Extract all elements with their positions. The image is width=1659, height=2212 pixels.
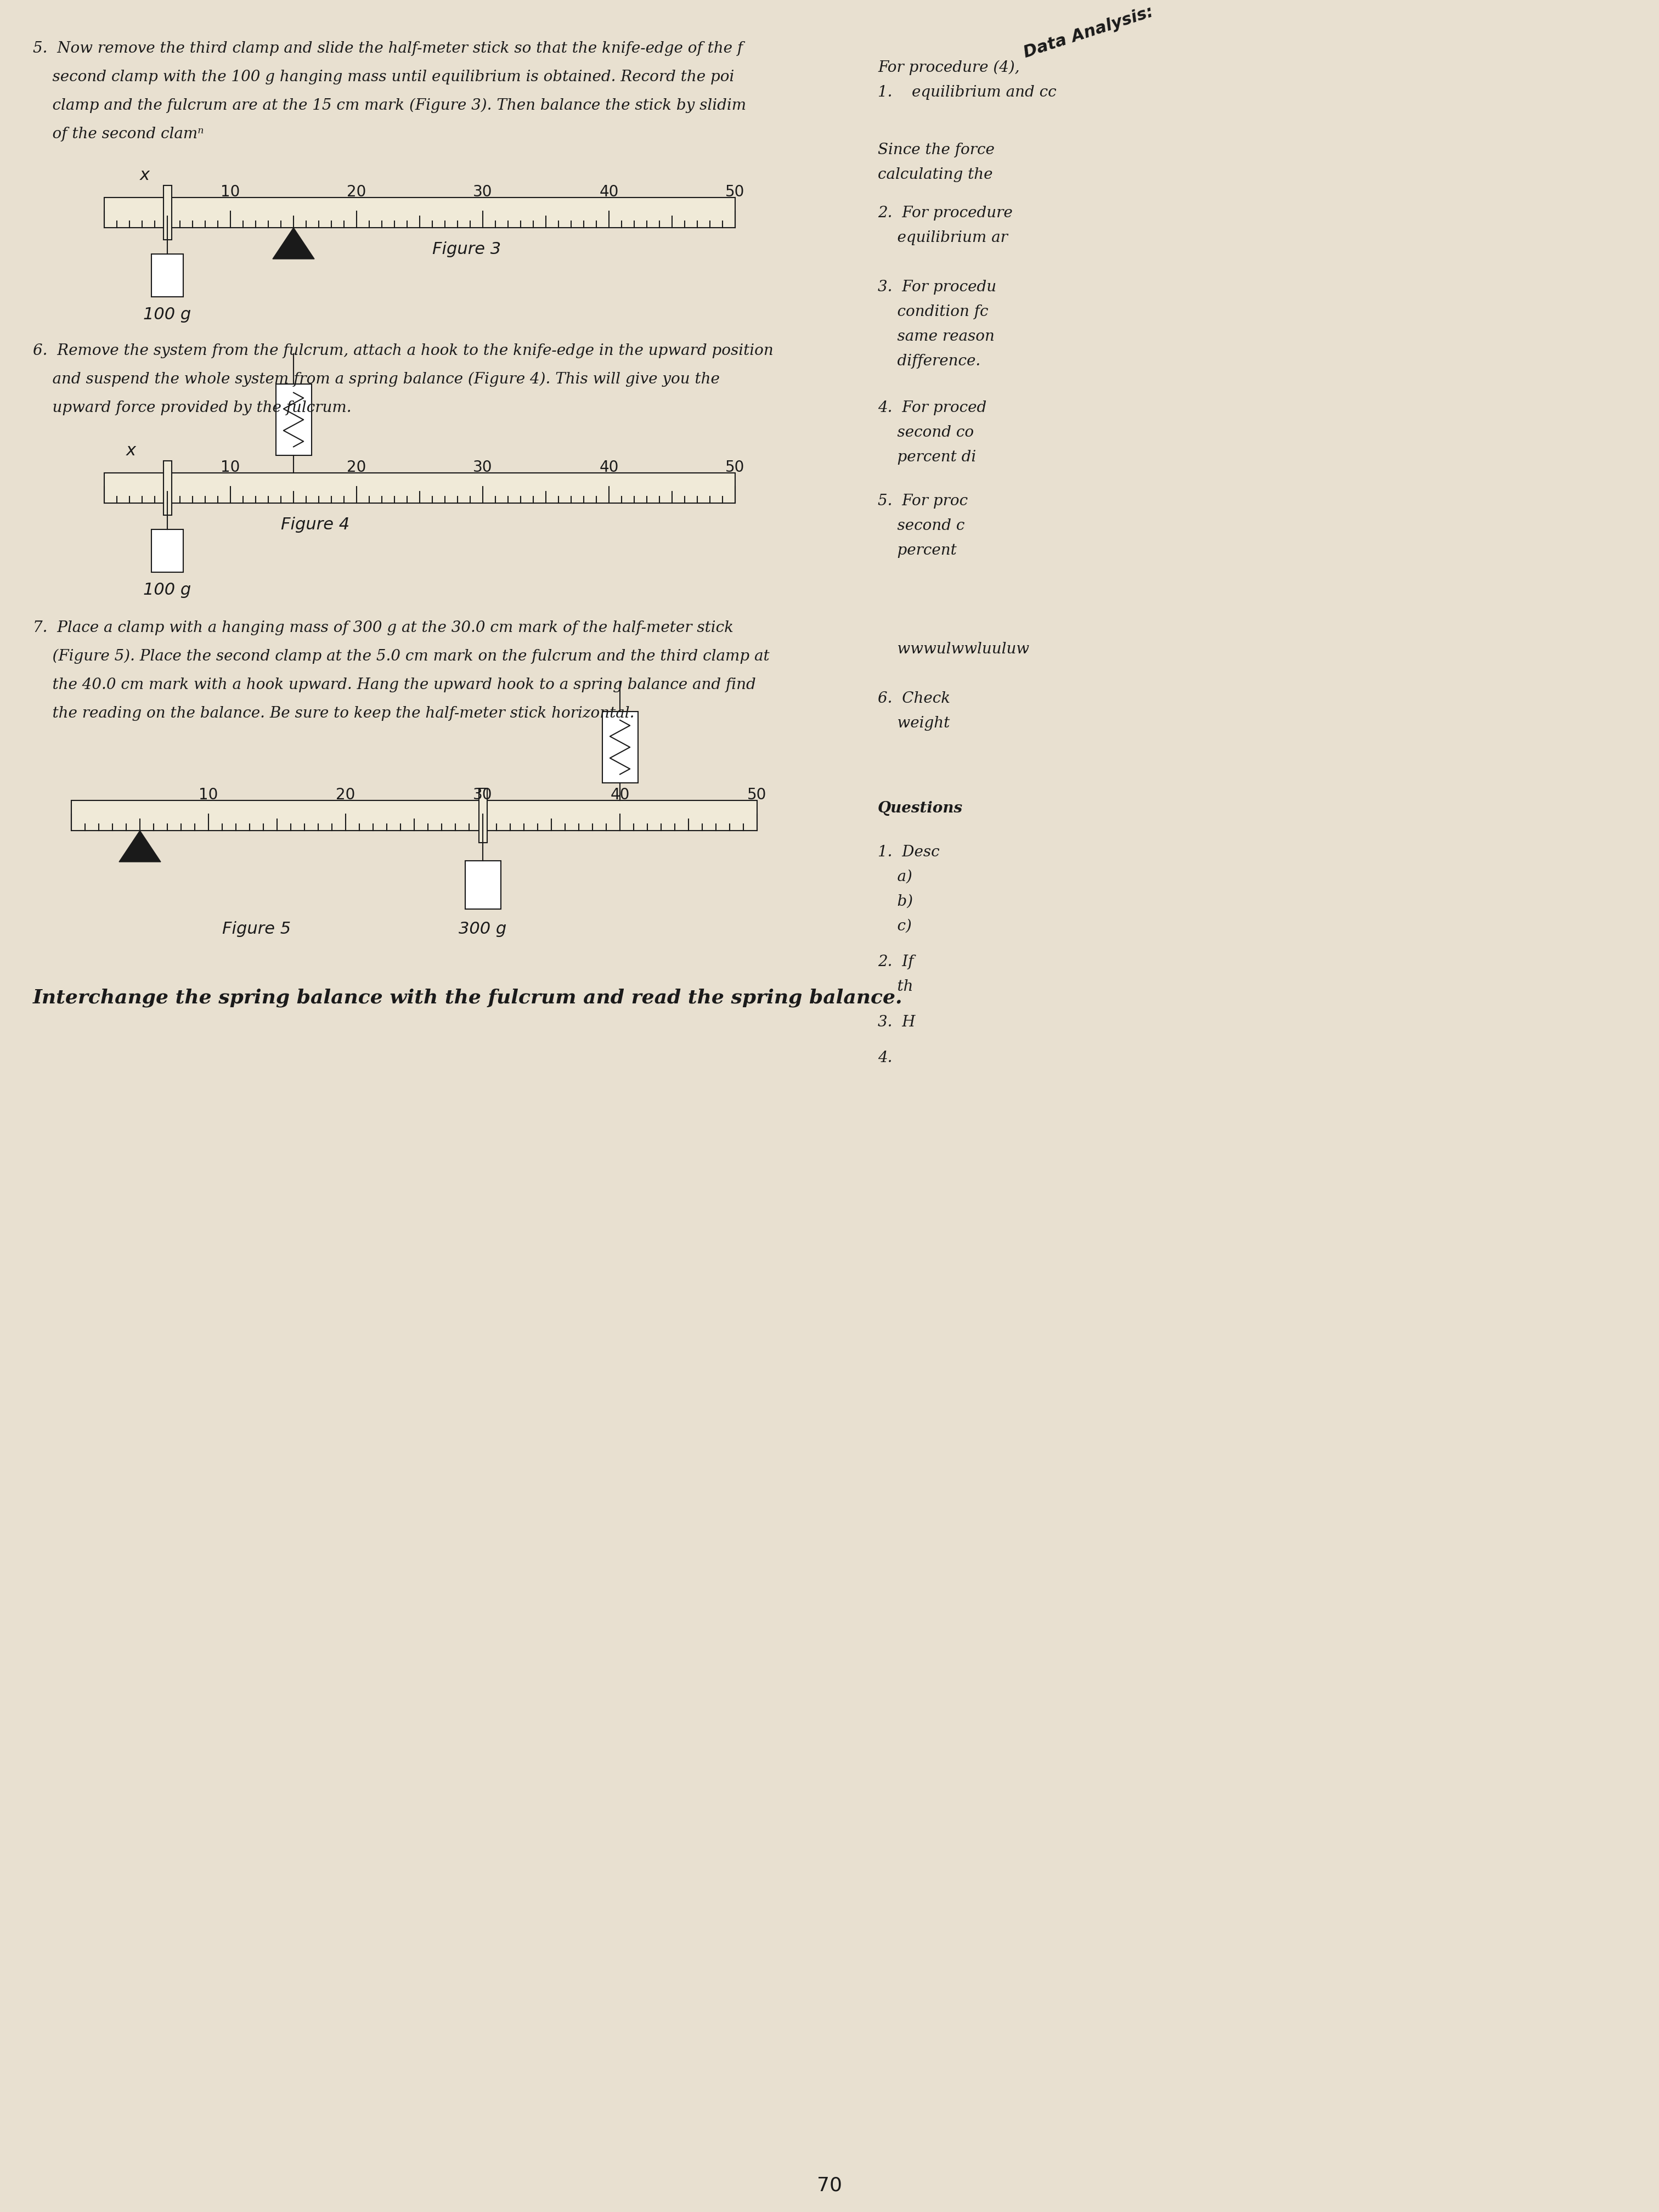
Bar bbox=[163, 460, 171, 515]
Text: a): a) bbox=[878, 869, 912, 885]
Text: (Figure 5). Place the second clamp at the 5.0 cm mark on the fulcrum and the thi: (Figure 5). Place the second clamp at th… bbox=[33, 648, 770, 664]
Text: 1.    equilibrium and cc: 1. equilibrium and cc bbox=[878, 84, 1057, 100]
Text: of the second clamⁿ: of the second clamⁿ bbox=[33, 126, 204, 142]
Text: 30: 30 bbox=[473, 184, 493, 199]
Text: condition fc: condition fc bbox=[878, 305, 989, 319]
Bar bbox=[71, 801, 757, 830]
Text: 3.  H: 3. H bbox=[878, 1015, 916, 1031]
Bar bbox=[465, 860, 501, 909]
Text: Data Analysis:: Data Analysis: bbox=[1022, 4, 1156, 60]
Text: 20: 20 bbox=[347, 460, 367, 476]
Text: 7.  Place a clamp with a hanging mass of 300 g at the 30.0 cm mark of the half-m: 7. Place a clamp with a hanging mass of … bbox=[33, 622, 733, 635]
Text: Interchange the spring balance with the fulcrum and read the spring balance.: Interchange the spring balance with the … bbox=[33, 989, 902, 1006]
Text: 4.: 4. bbox=[878, 1051, 893, 1066]
Text: b): b) bbox=[878, 894, 912, 909]
Text: Figure 5: Figure 5 bbox=[222, 920, 290, 938]
Text: Figure 4: Figure 4 bbox=[280, 518, 350, 533]
Text: 50: 50 bbox=[725, 184, 745, 199]
Text: Since the force: Since the force bbox=[878, 142, 994, 157]
Bar bbox=[151, 254, 182, 296]
Bar bbox=[163, 186, 171, 239]
Text: 10: 10 bbox=[221, 184, 241, 199]
Text: percent: percent bbox=[878, 544, 957, 557]
Bar bbox=[105, 473, 735, 502]
Text: x: x bbox=[139, 168, 149, 184]
Text: 100 g: 100 g bbox=[143, 307, 191, 323]
Text: 30: 30 bbox=[473, 460, 493, 476]
Text: 2.  If: 2. If bbox=[878, 956, 914, 969]
Polygon shape bbox=[272, 228, 314, 259]
Text: 50: 50 bbox=[725, 460, 745, 476]
Text: 4.  For proced: 4. For proced bbox=[878, 400, 987, 416]
Text: x: x bbox=[126, 442, 136, 458]
Text: 20: 20 bbox=[347, 184, 367, 199]
Bar bbox=[105, 197, 735, 228]
Bar bbox=[151, 529, 182, 573]
Text: difference.: difference. bbox=[878, 354, 980, 369]
Text: 20: 20 bbox=[335, 787, 355, 803]
Bar bbox=[479, 787, 486, 843]
Text: second clamp with the 100 g hanging mass until equilibrium is obtained. Record t: second clamp with the 100 g hanging mass… bbox=[33, 69, 735, 84]
Polygon shape bbox=[119, 830, 161, 863]
Text: weight: weight bbox=[878, 717, 951, 730]
Text: percent di: percent di bbox=[878, 449, 975, 465]
Text: and suspend the whole system from a spring balance (Figure 4). This will give yo: and suspend the whole system from a spri… bbox=[33, 372, 720, 387]
Text: For procedure (4),: For procedure (4), bbox=[878, 60, 1020, 75]
Text: 40: 40 bbox=[599, 460, 619, 476]
Text: the 40.0 cm mark with a hook upward. Hang the upward hook to a spring balance an: the 40.0 cm mark with a hook upward. Han… bbox=[33, 677, 757, 692]
Text: upward force provided by the fulcrum.: upward force provided by the fulcrum. bbox=[33, 400, 352, 416]
Text: 3.  For procedu: 3. For procedu bbox=[878, 279, 997, 294]
Text: 10: 10 bbox=[199, 787, 219, 803]
Text: 40: 40 bbox=[611, 787, 630, 803]
Text: Questions: Questions bbox=[878, 801, 962, 816]
Text: 40: 40 bbox=[599, 184, 619, 199]
Text: second co: second co bbox=[878, 425, 974, 440]
Text: 10: 10 bbox=[221, 460, 241, 476]
Text: 300 g: 300 g bbox=[460, 920, 506, 938]
Text: 1.  Desc: 1. Desc bbox=[878, 845, 939, 860]
Text: clamp and the fulcrum are at the 15 cm mark (Figure 3). Then balance the stick b: clamp and the fulcrum are at the 15 cm m… bbox=[33, 97, 747, 113]
Text: Figure 3: Figure 3 bbox=[433, 241, 501, 257]
Bar bbox=[602, 712, 637, 783]
Text: 50: 50 bbox=[748, 787, 766, 803]
Text: 5.  For proc: 5. For proc bbox=[878, 493, 967, 509]
Text: 6.  Remove the system from the fulcrum, attach a hook to the knife-edge in the u: 6. Remove the system from the fulcrum, a… bbox=[33, 343, 773, 358]
Text: calculating the: calculating the bbox=[878, 168, 992, 181]
Text: c): c) bbox=[878, 918, 912, 933]
Text: 2.  For procedure: 2. For procedure bbox=[878, 206, 1012, 221]
Text: 30: 30 bbox=[473, 787, 493, 803]
Text: wwwulwwluuluw: wwwulwwluuluw bbox=[878, 641, 1029, 657]
Text: 70: 70 bbox=[816, 2177, 843, 2194]
Text: same reason: same reason bbox=[878, 330, 994, 345]
Text: th: th bbox=[878, 980, 912, 993]
Text: the reading on the balance. Be sure to keep the half-meter stick horizontal.: the reading on the balance. Be sure to k… bbox=[33, 706, 634, 721]
Text: 5.  Now remove the third clamp and slide the half-meter stick so that the knife-: 5. Now remove the third clamp and slide … bbox=[33, 42, 743, 55]
Text: 6.  Check: 6. Check bbox=[878, 690, 951, 706]
Text: 100 g: 100 g bbox=[143, 582, 191, 597]
Bar bbox=[275, 385, 312, 456]
Text: equilibrium ar: equilibrium ar bbox=[878, 230, 1007, 246]
Text: second c: second c bbox=[878, 518, 964, 533]
